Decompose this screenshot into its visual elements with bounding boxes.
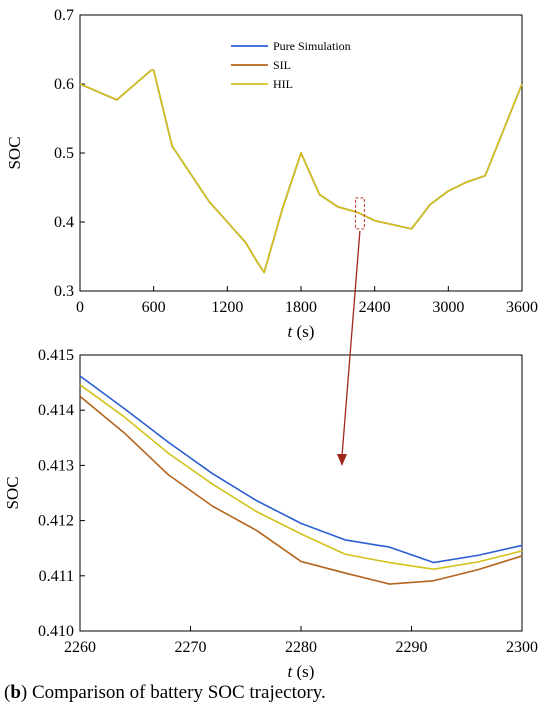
series-line-pure-simulation	[79, 375, 523, 564]
zoom-arrow-head	[337, 454, 347, 466]
x-tick-label: 3000	[432, 299, 464, 316]
legend: Pure Simulation SIL HIL	[231, 39, 351, 91]
series-line-hil	[79, 69, 523, 274]
x-tick-label: 3600	[506, 299, 538, 316]
series-line-pure-simulation	[79, 69, 523, 274]
y-tick-label: 0.7	[54, 7, 74, 24]
y-tick-label: 0.415	[38, 347, 74, 364]
x-tick-label: 2260	[64, 639, 96, 656]
y-axis-label: SOC	[3, 476, 22, 509]
series-line-hil	[79, 384, 523, 570]
y-tick-label: 0.3	[54, 283, 74, 300]
legend-entry: HIL	[273, 77, 293, 91]
x-axis-unit: (s)	[292, 662, 314, 680]
y-tick-label: 0.6	[54, 76, 74, 93]
zoomed-soc-chart: 2260 2270 2280 2290 2300 0.410 0.411 0.412 0.413…	[3, 347, 538, 680]
y-tick-label: 0.412	[38, 513, 74, 530]
top-soc-chart: 0 600 1200 1800 2400 3000 3600 0.3 0.4 0.5 0.6 0.7 t…	[5, 7, 538, 341]
x-tick-label: 2300	[506, 639, 538, 656]
zoom-overlay	[337, 197, 365, 466]
caption-label: b	[10, 682, 21, 703]
y-tick-label: 0.414	[38, 402, 74, 419]
y-tick-label: 0.4	[54, 214, 74, 231]
legend-entry: Pure Simulation	[273, 39, 351, 53]
x-tick-label: 2290	[396, 639, 428, 656]
legend-entry: SIL	[273, 58, 291, 72]
y-tick-label: 0.410	[38, 623, 74, 640]
y-axis-label: SOC	[5, 136, 24, 169]
y-tick-label: 0.411	[39, 568, 74, 585]
figure: 0 600 1200 1800 2400 3000 3600 0.3 0.4 0.5 0.6 0.7 t…	[3, 7, 538, 680]
plot-frame	[79, 354, 523, 632]
x-axis-label: t (s)	[288, 662, 315, 680]
x-tick-label: 2270	[175, 639, 207, 656]
x-axis-label: t (s)	[288, 322, 315, 341]
x-tick-label: 1200	[211, 299, 243, 316]
x-tick-label: 0	[76, 299, 84, 316]
x-axis-unit: (s)	[292, 322, 314, 341]
x-axis-symbol: t	[288, 322, 294, 341]
x-tick-label: 600	[142, 299, 166, 316]
figure-caption: (b) Comparison of battery SOC trajectory…	[4, 682, 326, 703]
y-tick-label: 0.413	[38, 457, 74, 474]
x-tick-label: 2400	[359, 299, 391, 316]
x-axis-symbol: t	[288, 662, 294, 680]
zoom-arrow	[341, 230, 361, 457]
y-tick-label: 0.5	[54, 145, 74, 162]
caption-text: Comparison of battery SOC trajectory.	[31, 682, 326, 703]
x-tick-label: 1800	[285, 299, 317, 316]
x-tick-label: 2280	[285, 639, 317, 656]
series-line-sil	[79, 69, 523, 274]
series-line-sil	[79, 395, 523, 585]
